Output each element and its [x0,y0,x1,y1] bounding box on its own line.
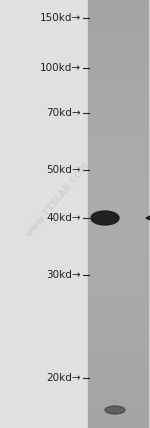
Bar [88,38,148,43]
Bar [88,171,148,177]
Ellipse shape [91,211,119,225]
Bar [88,348,148,353]
Bar [88,407,148,412]
Bar [88,187,148,193]
Ellipse shape [105,406,125,414]
Bar [88,241,148,246]
Bar [88,225,148,230]
Bar [88,294,148,300]
Bar [88,220,148,225]
Bar [88,128,148,134]
Bar [88,310,148,316]
Text: 30kd→: 30kd→ [46,270,81,280]
Bar [88,177,148,182]
Bar [88,273,148,278]
Bar [88,417,148,423]
Bar [88,48,148,54]
Bar [88,305,148,310]
Bar [88,401,148,407]
Bar [88,364,148,369]
Bar [88,6,148,11]
Bar [88,43,148,48]
Bar [88,27,148,32]
Bar [88,230,148,235]
Bar [88,113,148,118]
Bar [88,380,148,385]
Bar [88,64,148,70]
Text: 150kd→: 150kd→ [40,13,81,23]
Bar [88,107,148,113]
Bar [88,203,148,209]
Bar [88,150,148,155]
Bar [88,268,148,273]
Bar [88,423,148,428]
Bar [88,86,148,91]
Bar [88,166,148,171]
Bar [88,246,148,252]
Text: 70kd→: 70kd→ [46,108,81,118]
Bar [88,118,148,123]
Bar [88,54,148,59]
Text: 100kd→: 100kd→ [40,63,81,73]
Bar [88,235,148,241]
Bar [88,337,148,342]
Bar [88,342,148,348]
Bar [88,21,148,27]
Text: 20kd→: 20kd→ [46,373,81,383]
Bar [88,374,148,380]
Bar [88,396,148,401]
Bar [88,252,148,257]
Bar [88,262,148,268]
Bar [88,139,148,145]
Bar [88,70,148,75]
Bar [88,182,148,187]
Bar [88,102,148,107]
Bar [88,316,148,321]
Bar [88,91,148,96]
Bar [88,123,148,128]
Bar [88,209,148,214]
Bar [88,359,148,364]
Bar [88,391,148,396]
Bar [88,145,148,150]
Bar [88,11,148,16]
Bar [88,96,148,102]
Bar [88,289,148,294]
Bar [88,257,148,262]
Bar [88,16,148,21]
Bar [88,284,148,289]
Bar [88,198,148,203]
Bar [88,80,148,86]
Bar [88,134,148,139]
Bar [88,0,148,6]
Bar [88,385,148,391]
Bar [88,412,148,417]
Bar [88,300,148,305]
Bar [88,278,148,284]
Bar [88,32,148,38]
Bar [88,59,148,64]
Bar [88,369,148,374]
Bar [88,155,148,160]
Text: www.TTSLAB.COM: www.TTSLAB.COM [24,161,92,239]
Bar [88,214,148,220]
Bar [88,353,148,359]
Bar [88,321,148,327]
Text: 40kd→: 40kd→ [46,213,81,223]
Bar [88,326,148,332]
Bar [88,160,148,166]
Bar [88,332,148,337]
Text: 50kd→: 50kd→ [46,165,81,175]
Bar [88,193,148,198]
Bar [88,75,148,80]
